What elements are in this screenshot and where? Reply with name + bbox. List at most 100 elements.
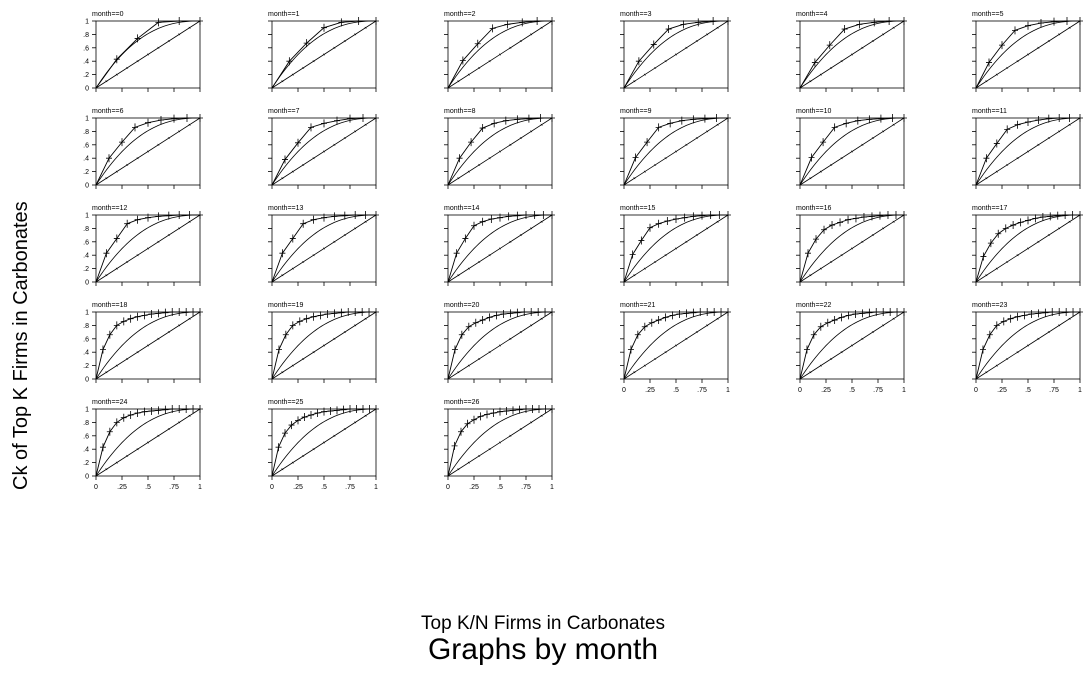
- equality-marker: [685, 46, 688, 49]
- data-point-marker: [1042, 308, 1049, 317]
- x-tick-label: 1: [550, 484, 554, 491]
- data-point-marker: [866, 115, 873, 124]
- equality-marker: [333, 337, 336, 340]
- equality-marker: [167, 40, 170, 43]
- data-point-marker: [171, 114, 177, 123]
- equality-marker: [126, 260, 129, 263]
- equality-marker: [1016, 60, 1019, 63]
- panel-title: month==7: [268, 108, 300, 115]
- reference-curve: [799, 214, 905, 283]
- data-point-marker: [1007, 314, 1014, 323]
- data-point-marker: [725, 17, 731, 25]
- panel-month-13: month==13: [268, 205, 379, 286]
- equality-marker: [882, 130, 885, 133]
- equality-marker: [819, 364, 822, 367]
- data-point-marker: [132, 123, 138, 132]
- reference-curve: [447, 408, 553, 477]
- data-point-marker: [184, 114, 190, 122]
- data-point-marker: [134, 409, 141, 418]
- equality-marker: [995, 170, 998, 173]
- data-point-marker: [987, 239, 994, 248]
- data-point-marker: [373, 17, 379, 25]
- y-tick-label: 1: [85, 213, 89, 220]
- data-point-marker: [500, 310, 507, 319]
- equality-marker: [1026, 344, 1030, 347]
- data-point-marker: [347, 405, 353, 413]
- panel-title: month==4: [796, 11, 828, 18]
- x-tick-label: .75: [873, 387, 883, 394]
- data-point-marker: [321, 119, 327, 128]
- equality-marker: [457, 80, 460, 83]
- data-point-marker: [993, 139, 1000, 148]
- panel-title: month==12: [92, 205, 128, 212]
- data-point-marker: [523, 405, 529, 413]
- equality-marker: [809, 177, 812, 180]
- x-tick-label: 1: [1078, 387, 1082, 394]
- data-point-marker: [331, 309, 338, 318]
- y-tick-label: 1: [85, 407, 89, 414]
- reference-curve: [975, 214, 1081, 283]
- equality-marker: [467, 170, 470, 173]
- data-point-marker: [1021, 311, 1028, 320]
- equality-marker: [146, 53, 150, 56]
- data-point-marker: [629, 250, 636, 259]
- data-point-marker: [155, 18, 162, 27]
- data-point-marker: [474, 39, 481, 48]
- data-point-marker: [690, 308, 697, 317]
- equality-marker: [995, 364, 998, 367]
- equality-marker: [674, 344, 678, 347]
- data-point-marker: [1069, 211, 1076, 219]
- data-point-marker: [113, 55, 120, 64]
- equality-marker: [146, 441, 150, 444]
- concentration-curve: [95, 20, 200, 89]
- data-point-marker: [453, 249, 460, 258]
- panel-month-12: month==12 0 .2 .4 .6 .8 1: [83, 205, 203, 287]
- data-point-marker: [169, 405, 176, 413]
- data-point-marker: [901, 211, 907, 219]
- equality-marker: [840, 351, 843, 354]
- panel-month-19: month==19: [268, 302, 379, 383]
- data-point-marker: [859, 309, 866, 318]
- data-point-marker: [134, 215, 141, 224]
- data-point-marker: [1062, 211, 1069, 219]
- data-point-marker: [868, 212, 875, 221]
- equality-marker: [892, 123, 895, 126]
- equality-marker: [322, 150, 326, 153]
- data-point-marker: [113, 321, 120, 330]
- data-point-marker: [324, 310, 331, 319]
- data-point-marker: [314, 409, 321, 418]
- data-point-marker: [718, 308, 725, 316]
- data-point-marker: [308, 123, 314, 132]
- equality-marker: [1058, 130, 1061, 133]
- data-point-marker: [1028, 310, 1035, 319]
- data-point-marker: [1002, 224, 1009, 233]
- data-point-marker: [803, 345, 810, 354]
- equality-marker: [291, 364, 294, 367]
- equality-marker: [1026, 53, 1030, 56]
- equality-marker: [654, 163, 657, 166]
- data-point-marker: [158, 116, 164, 125]
- data-point-marker: [813, 235, 820, 244]
- equality-marker: [695, 40, 698, 43]
- data-point-marker: [877, 114, 884, 123]
- equality-marker: [519, 331, 522, 334]
- equality-marker: [322, 247, 326, 250]
- data-point-marker: [145, 118, 151, 127]
- panel-month-9: month==9: [620, 108, 731, 189]
- reference-curve: [975, 20, 1081, 89]
- panel-month-4: month==4: [796, 11, 907, 92]
- data-point-marker: [1070, 308, 1077, 316]
- equality-marker: [509, 240, 512, 243]
- equality-marker: [467, 461, 470, 464]
- y-tick-label: .2: [83, 266, 89, 273]
- data-point-marker: [331, 212, 338, 221]
- data-point-marker: [360, 114, 366, 122]
- data-point-marker: [488, 215, 495, 224]
- data-point-marker: [124, 219, 131, 228]
- data-point-marker: [667, 119, 674, 128]
- equality-marker: [840, 254, 843, 257]
- reference-curve: [271, 311, 377, 380]
- panel-month-17: month==17: [972, 205, 1083, 286]
- data-point-marker: [1077, 17, 1083, 25]
